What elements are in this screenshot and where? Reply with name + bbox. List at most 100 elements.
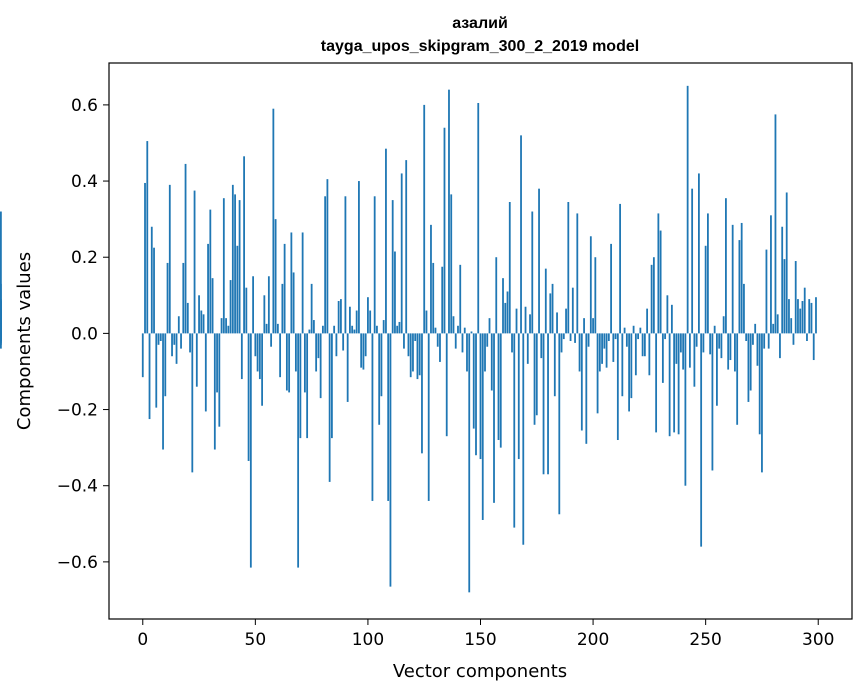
bar-20 — [186, 302, 189, 334]
bar-211 — [616, 333, 619, 441]
bar-52 — [258, 333, 261, 380]
bar-282 — [776, 314, 779, 334]
x-tick-label: 250 — [689, 630, 721, 650]
bar-192 — [574, 333, 576, 343]
bar-157 — [495, 257, 498, 334]
bar-184 — [556, 312, 558, 334]
bar-112 — [394, 251, 396, 334]
bar-83 — [328, 333, 331, 482]
bar-179 — [544, 268, 547, 334]
bar-117 — [405, 160, 408, 334]
bar-137 — [450, 194, 453, 334]
bar-206 — [605, 333, 608, 368]
bar-58 — [272, 108, 275, 334]
bar-256 — [718, 333, 721, 349]
bar-86 — [335, 333, 338, 357]
bar-299 — [815, 297, 817, 334]
bar-226 — [650, 264, 653, 334]
bar-73 — [306, 333, 309, 439]
bar-167 — [517, 333, 520, 460]
bar-230 — [659, 230, 662, 334]
bar-92 — [349, 306, 351, 334]
bar-273 — [756, 333, 759, 366]
bar-0 — [141, 333, 144, 378]
bar-292 — [799, 308, 802, 334]
bars-layer — [0, 85, 817, 593]
bar-60 — [276, 323, 279, 334]
bar-287 — [788, 299, 790, 334]
bar-79 — [319, 333, 322, 399]
bar-146 — [470, 331, 473, 334]
bar-49 — [252, 276, 254, 334]
bar-131 — [436, 333, 439, 347]
bar-154 — [488, 318, 491, 334]
bar-43 — [238, 200, 241, 334]
bar-278 — [767, 333, 770, 349]
bar-164 — [511, 333, 513, 353]
bar-141 — [459, 264, 462, 334]
bar-51 — [256, 333, 259, 372]
bar-80 — [321, 325, 324, 334]
bar-63 — [283, 243, 286, 334]
bar-186 — [560, 333, 563, 353]
bar-57 — [270, 333, 273, 347]
bar-228 — [655, 333, 658, 433]
bar-144 — [466, 333, 468, 372]
bar-149 — [477, 102, 480, 334]
bar-38 — [227, 325, 230, 334]
bar-23 — [193, 190, 196, 334]
bar-undefined — [0, 325, 2, 334]
bar-156 — [493, 333, 495, 503]
bar-153 — [486, 333, 489, 347]
bar-151 — [481, 333, 484, 520]
bar-62 — [281, 283, 284, 334]
bar-288 — [790, 318, 793, 334]
bar-12 — [168, 184, 171, 334]
bar-295 — [806, 333, 808, 341]
bar-162 — [506, 291, 509, 334]
bar-76 — [312, 320, 315, 334]
bar-222 — [641, 333, 644, 357]
y-tick-label: 0.0 — [71, 324, 98, 344]
bar-36 — [222, 198, 225, 334]
bar-29 — [207, 243, 209, 334]
bar-202 — [596, 333, 599, 414]
bar-19 — [184, 163, 187, 334]
bar-242 — [686, 85, 689, 334]
bar-119 — [409, 333, 412, 378]
bar-168 — [520, 135, 522, 334]
bar-219 — [634, 333, 637, 376]
bar-221 — [639, 327, 642, 334]
bar-286 — [785, 192, 788, 334]
x-tick-label: 50 — [245, 630, 267, 650]
bar-93 — [351, 325, 354, 334]
bar-232 — [664, 333, 667, 340]
bar-281 — [774, 114, 777, 334]
bar-187 — [562, 333, 565, 340]
bar-41 — [234, 194, 236, 334]
bar-39 — [229, 280, 232, 334]
bar-9 — [162, 333, 164, 450]
bar-205 — [603, 333, 606, 349]
bar-227 — [652, 257, 655, 334]
bar-5 — [153, 247, 155, 334]
y-tick-label: −0.2 — [57, 401, 98, 421]
bar-30 — [209, 209, 212, 334]
bar-220 — [637, 333, 640, 340]
bar-260 — [727, 333, 730, 370]
bar-22 — [191, 333, 194, 473]
bar-180 — [547, 333, 549, 475]
bar-8 — [159, 333, 162, 341]
bar-277 — [765, 249, 768, 334]
bar-16 — [177, 316, 180, 334]
bar-15 — [175, 333, 178, 364]
bar-126 — [425, 310, 428, 334]
bar-214 — [623, 327, 626, 334]
bar-110 — [389, 333, 392, 587]
bar-252 — [709, 333, 712, 355]
bar-68 — [294, 333, 297, 372]
bar-241 — [684, 333, 687, 486]
bar-66 — [290, 232, 293, 334]
bar-24 — [195, 333, 198, 387]
